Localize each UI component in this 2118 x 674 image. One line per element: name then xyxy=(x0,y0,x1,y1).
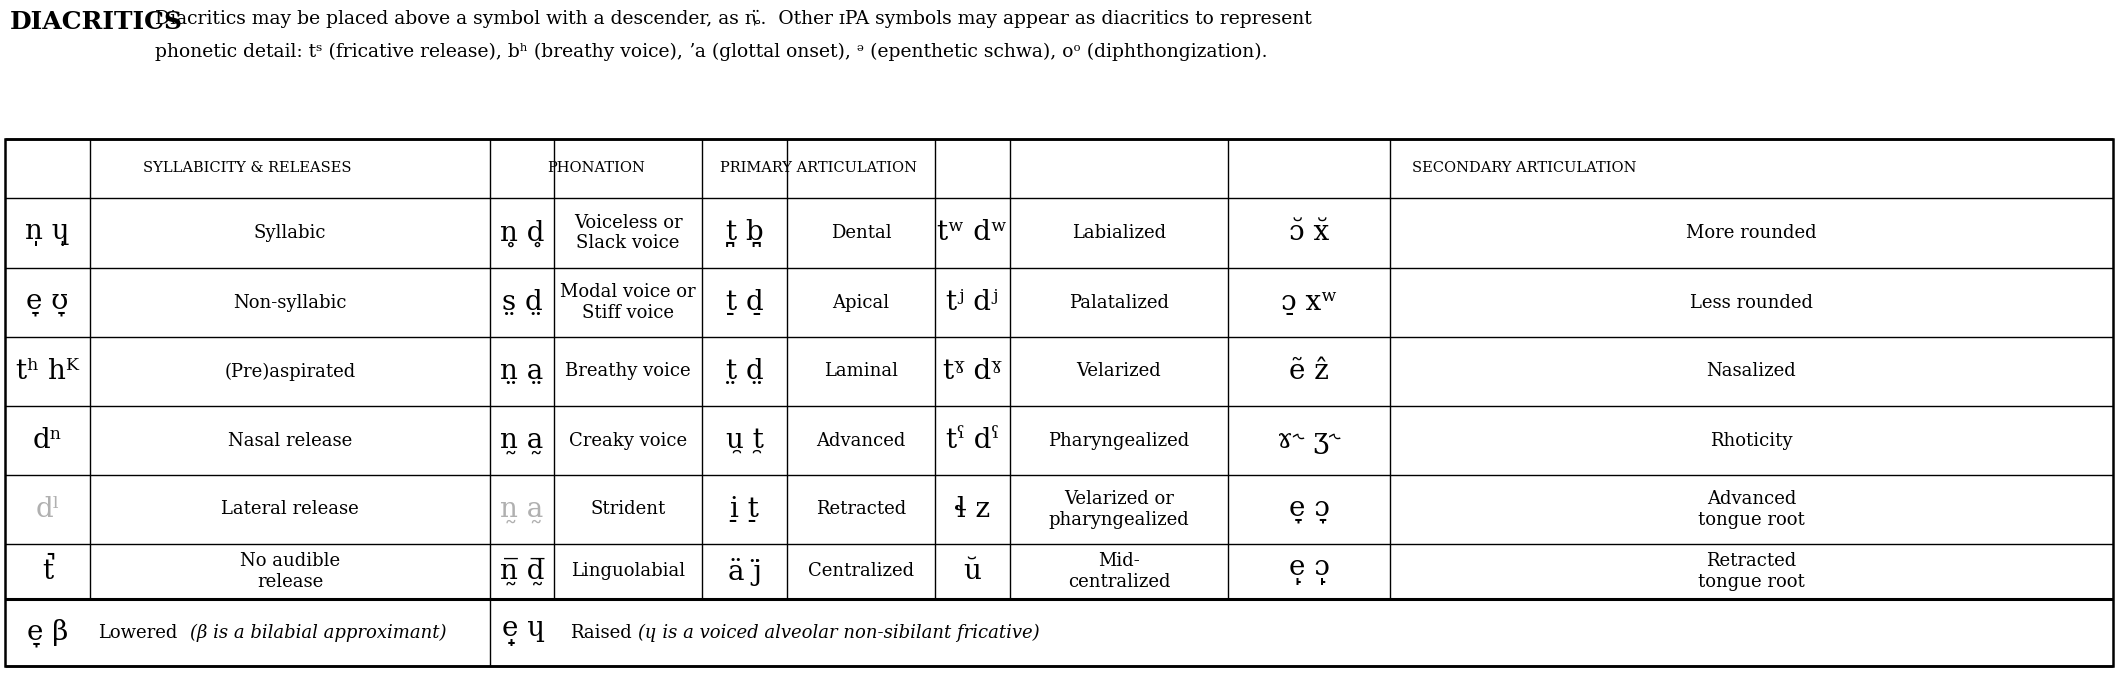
Text: Diacritics may be placed above a symbol with a descender, as ȵ̈.  Other ɪPA symb: Diacritics may be placed above a symbol … xyxy=(155,10,1311,28)
Text: Palatalized: Palatalized xyxy=(1070,293,1169,311)
Text: t̪ b̪: t̪ b̪ xyxy=(726,219,762,247)
Text: n̤ a̤: n̤ a̤ xyxy=(500,358,544,385)
Text: (Pre)aspirated: (Pre)aspirated xyxy=(225,363,356,381)
Text: ŭ: ŭ xyxy=(964,558,981,585)
Text: (β is a bilabial approximant): (β is a bilabial approximant) xyxy=(191,623,447,642)
Text: phonetic detail: tˢ (fricative release), bʰ (breathy voice), ʼa (glottal onset),: phonetic detail: tˢ (fricative release),… xyxy=(155,43,1267,61)
Text: e̞ ʊ̞: e̞ ʊ̞ xyxy=(25,289,68,316)
Text: (ɥ is a voiced alveolar non-sibilant fricative): (ɥ is a voiced alveolar non-sibilant fri… xyxy=(638,623,1040,642)
Text: n̰̅ d̰̅: n̰̅ d̰̅ xyxy=(500,558,544,585)
Text: t̚: t̚ xyxy=(42,558,53,585)
Text: Strident: Strident xyxy=(591,501,665,518)
Text: Rhoticity: Rhoticity xyxy=(1709,431,1792,450)
Text: Apical: Apical xyxy=(832,293,890,311)
Text: Retracted: Retracted xyxy=(815,501,907,518)
Text: ɬ z: ɬ z xyxy=(955,496,991,523)
Text: n̰ a̰: n̰ a̰ xyxy=(500,427,544,454)
Text: ä j̈: ä j̈ xyxy=(726,557,762,586)
Text: Retracted
tongue root: Retracted tongue root xyxy=(1699,552,1805,591)
Text: Voiceless or
Slack voice: Voiceless or Slack voice xyxy=(574,214,682,252)
Text: ɔ̆ x̆: ɔ̆ x̆ xyxy=(1290,220,1330,247)
Text: u̯ t̯: u̯ t̯ xyxy=(726,427,762,454)
Text: SECONDARY ARTICULATION: SECONDARY ARTICULATION xyxy=(1413,162,1637,175)
Text: More rounded: More rounded xyxy=(1686,224,1817,242)
Text: Mid-
centralized: Mid- centralized xyxy=(1067,552,1171,591)
Text: Non-syllabic: Non-syllabic xyxy=(233,293,347,311)
Text: t̤ d̤: t̤ d̤ xyxy=(726,358,762,385)
Text: ɤ˞ ʒ˞: ɤ˞ ʒ˞ xyxy=(1277,427,1341,454)
Text: tˤ dˤ: tˤ dˤ xyxy=(947,427,1000,454)
Text: tʰ hᴷ: tʰ hᴷ xyxy=(17,358,78,385)
Text: Modal voice or
Stiff voice: Modal voice or Stiff voice xyxy=(559,283,697,322)
Text: s̤ d̤: s̤ d̤ xyxy=(502,289,542,316)
Text: No audible
release: No audible release xyxy=(239,552,341,591)
Text: Nasal release: Nasal release xyxy=(229,431,352,450)
Text: Lateral release: Lateral release xyxy=(220,501,358,518)
Text: Less rounded: Less rounded xyxy=(1690,293,1813,311)
Text: Laminal: Laminal xyxy=(824,363,898,381)
Text: PRIMARY ARTICULATION: PRIMARY ARTICULATION xyxy=(720,162,917,175)
Text: SYLLABICITY & RELEASES: SYLLABICITY & RELEASES xyxy=(144,162,352,175)
Text: Labialized: Labialized xyxy=(1072,224,1167,242)
Bar xyxy=(4,139,2114,666)
Text: ɔ̠ xʷ: ɔ̠ xʷ xyxy=(1281,289,1336,316)
Text: n̥ d̥: n̥ d̥ xyxy=(500,219,544,247)
Text: Advanced: Advanced xyxy=(815,431,907,450)
Text: dⁿ: dⁿ xyxy=(32,427,61,454)
Text: Dental: Dental xyxy=(830,224,892,242)
Text: tʷ dʷ: tʷ dʷ xyxy=(938,220,1008,247)
Text: Advanced
tongue root: Advanced tongue root xyxy=(1699,490,1805,529)
Text: Raised: Raised xyxy=(570,623,631,642)
Text: Pharyngealized: Pharyngealized xyxy=(1048,431,1190,450)
Text: e̞ β: e̞ β xyxy=(28,618,68,647)
Text: e̞ ɔ̞: e̞ ɔ̞ xyxy=(1288,496,1330,523)
Text: Creaky voice: Creaky voice xyxy=(570,431,686,450)
Text: Linguolabial: Linguolabial xyxy=(572,563,684,580)
Text: Lowered: Lowered xyxy=(97,623,178,642)
Text: Syllabic: Syllabic xyxy=(254,224,326,242)
Text: ẽ ẑ: ẽ ẑ xyxy=(1290,358,1328,385)
Text: n̩ ɥ̩: n̩ ɥ̩ xyxy=(25,220,70,247)
Text: tˠ dˠ: tˠ dˠ xyxy=(943,358,1002,385)
Text: Velarized or
pharyngealized: Velarized or pharyngealized xyxy=(1048,490,1190,529)
Text: Breathy voice: Breathy voice xyxy=(566,363,690,381)
Text: e̟ ɥ: e̟ ɥ xyxy=(502,619,544,646)
Text: e̙ ɔ̙: e̙ ɔ̙ xyxy=(1288,558,1330,585)
Text: t̠ d̠: t̠ d̠ xyxy=(726,289,762,316)
Text: i̠ t̠: i̠ t̠ xyxy=(731,496,758,523)
Text: Centralized: Centralized xyxy=(807,563,915,580)
Text: dˡ: dˡ xyxy=(36,496,59,523)
Text: tʲ dʲ: tʲ dʲ xyxy=(947,289,998,316)
Text: PHONATION: PHONATION xyxy=(546,162,646,175)
Text: Nasalized: Nasalized xyxy=(1707,363,1796,381)
Text: DIACRITICS: DIACRITICS xyxy=(11,10,182,34)
Text: Velarized: Velarized xyxy=(1076,363,1161,381)
Text: n̰ a̰: n̰ a̰ xyxy=(500,496,544,523)
